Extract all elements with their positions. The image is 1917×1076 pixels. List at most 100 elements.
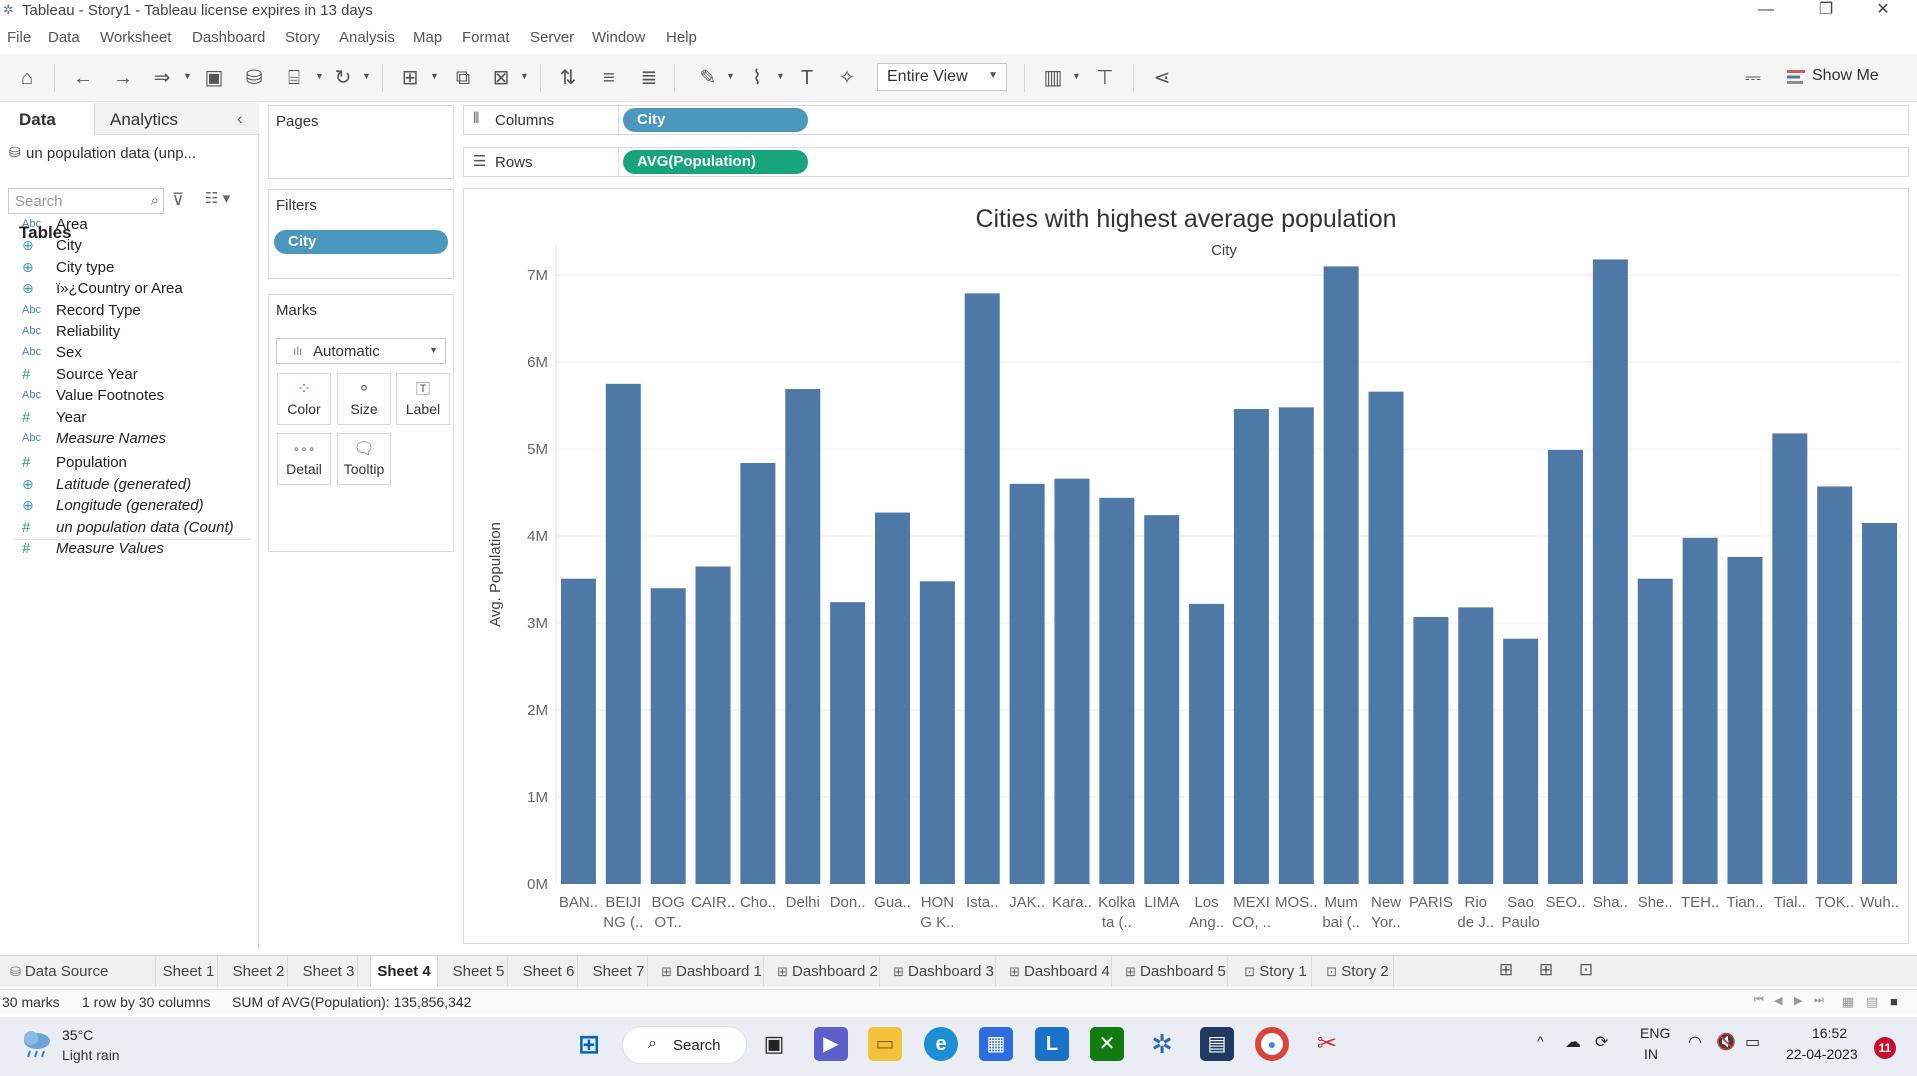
- detail-button[interactable]: ∘∘∘ Detail: [277, 433, 331, 485]
- chrome-icon[interactable]: ●: [1255, 1027, 1289, 1061]
- notification-badge[interactable]: 11: [1874, 1037, 1896, 1059]
- tooltip-button[interactable]: 🗨 Tooltip: [337, 433, 391, 485]
- weather-tray-icon[interactable]: ☁: [1565, 1034, 1581, 1051]
- language-eng[interactable]: ENG: [1640, 1025, 1671, 1041]
- prev-page-icon[interactable]: ◀: [1774, 995, 1783, 1007]
- clock-date[interactable]: 22-04-2023: [1786, 1046, 1858, 1062]
- view-options-icon[interactable]: ☷ ▾: [205, 190, 231, 207]
- tab-data[interactable]: Data: [19, 110, 56, 129]
- label-button[interactable]: 🅃 Label: [396, 373, 450, 425]
- clear-sheet-icon[interactable]: ⊠: [492, 67, 510, 89]
- tab-dashboard-4[interactable]: ⊞ Dashboard 4: [1008, 956, 1112, 987]
- marks-type-dropdown[interactable]: ılı Automatic ▼: [276, 338, 446, 364]
- edge-browser-icon[interactable]: e: [924, 1027, 958, 1061]
- undo-icon[interactable]: ←: [73, 67, 93, 89]
- field-item[interactable]: ⊕ Longitude (generated): [0, 496, 255, 518]
- menu-data[interactable]: Data: [48, 29, 80, 46]
- sort-ascending-icon[interactable]: ≡: [603, 67, 615, 89]
- show-cards-caret-icon[interactable]: ▼: [1072, 71, 1081, 81]
- menu-window[interactable]: Window: [592, 29, 646, 46]
- field-item[interactable]: Abc Reliability: [0, 322, 255, 344]
- menu-dashboard[interactable]: Dashboard: [192, 29, 266, 46]
- tab-sheet-4[interactable]: Sheet 4: [370, 956, 438, 987]
- restore-button[interactable]: ❐: [1818, 1, 1834, 18]
- first-page-icon[interactable]: ⏮: [1754, 994, 1764, 1006]
- field-item[interactable]: ⊕ Latitude (generated): [0, 475, 255, 497]
- color-button[interactable]: ⁘ Color: [277, 373, 331, 425]
- wifi-icon[interactable]: ◠: [1688, 1034, 1702, 1051]
- tab-data-source[interactable]: ⛁ Data Source: [8, 956, 156, 987]
- group-icon[interactable]: ⌇: [752, 67, 762, 89]
- mute-icon[interactable]: 🔇: [1716, 1034, 1736, 1051]
- sheet-sorter-icon[interactable]: ▦: [1842, 994, 1855, 1009]
- clock-time[interactable]: 16:52: [1812, 1025, 1848, 1041]
- filmstrip-icon[interactable]: ▤: [1866, 994, 1879, 1009]
- field-item[interactable]: Abc Sex: [0, 343, 255, 365]
- tab-sheet-6[interactable]: Sheet 6: [520, 956, 578, 987]
- menu-format[interactable]: Format: [462, 29, 510, 46]
- tab-sheet-2[interactable]: Sheet 2: [230, 956, 288, 987]
- columns-shelf[interactable]: ⫴ Columns City: [463, 105, 1909, 135]
- highlight-icon[interactable]: ✎: [699, 67, 717, 89]
- tab-sheet-5[interactable]: Sheet 5: [450, 956, 508, 987]
- menu-help[interactable]: Help: [666, 29, 697, 46]
- format-painter-icon[interactable]: ⎓: [1745, 67, 1761, 89]
- sync-icon[interactable]: ⟳: [1595, 1034, 1609, 1051]
- tab-story-1[interactable]: ⊡ Story 1: [1240, 956, 1312, 987]
- new-datasource-icon[interactable]: ⛁: [245, 67, 263, 89]
- new-story-icon[interactable]: ⊡: [1578, 960, 1594, 979]
- filters-card[interactable]: Filters City: [268, 189, 454, 279]
- replay-icon[interactable]: ⇒: [153, 67, 171, 89]
- tab-story-2[interactable]: ⊡ Story 2: [1322, 956, 1394, 987]
- fix-axes-icon[interactable]: ✧: [838, 67, 856, 89]
- size-button[interactable]: ⚬ Size: [337, 373, 391, 425]
- field-item[interactable]: # un population data (Count): [0, 518, 255, 540]
- show-labels-icon[interactable]: T: [800, 67, 814, 89]
- fit-dropdown[interactable]: Entire View ▼: [877, 63, 1007, 91]
- tab-sheet-7[interactable]: Sheet 7: [590, 956, 648, 987]
- swap-icon[interactable]: ⇅: [559, 67, 577, 89]
- clear-caret-icon[interactable]: ▼: [520, 71, 529, 81]
- collapse-pane-icon[interactable]: ‹: [237, 109, 243, 128]
- field-item[interactable]: # Measure Values: [0, 539, 255, 561]
- field-item[interactable]: ⊕ City type: [0, 258, 255, 280]
- save-icon[interactable]: ▣: [204, 67, 224, 89]
- taskbar-search[interactable]: ⌕ Search: [622, 1026, 747, 1064]
- tray-chevron-up-icon[interactable]: ^: [1537, 1033, 1544, 1049]
- tab-dashboard-2[interactable]: ⊞ Dashboard 2: [776, 956, 880, 987]
- pause-updates-icon[interactable]: ⌸: [288, 67, 300, 89]
- menu-map[interactable]: Map: [413, 29, 443, 46]
- field-item[interactable]: # Source Year: [0, 365, 255, 387]
- close-button[interactable]: ✕: [1876, 1, 1890, 18]
- snipping-tool-icon[interactable]: ✂: [1316, 1030, 1338, 1057]
- weather-description[interactable]: Light rain: [62, 1047, 120, 1063]
- tab-dashboard-1[interactable]: ⊞ Dashboard 1: [660, 956, 764, 987]
- presentation-mode-icon[interactable]: ⊤: [1096, 67, 1114, 89]
- menu-story[interactable]: Story: [285, 29, 321, 46]
- replay-caret-icon[interactable]: ▼: [183, 71, 192, 81]
- duplicate-icon[interactable]: ⧉: [455, 67, 471, 89]
- highlight-caret-icon[interactable]: ▼: [726, 71, 735, 81]
- datasource-name[interactable]: un population data (unp...: [26, 145, 197, 162]
- windows-start-icon[interactable]: ⊞: [578, 1029, 600, 1059]
- show-cards-icon[interactable]: ▥: [1043, 67, 1063, 89]
- minimize-button[interactable]: —: [1758, 1, 1774, 18]
- new-worksheet-icon[interactable]: ⊞: [1498, 960, 1514, 979]
- rain-cloud-icon[interactable]: [20, 1027, 54, 1059]
- field-item[interactable]: Abc Value Footnotes: [0, 386, 255, 408]
- redo-icon[interactable]: →: [113, 67, 133, 89]
- battery-icon[interactable]: ▭: [1745, 1034, 1761, 1051]
- tab-sheet-3[interactable]: Sheet 3: [300, 956, 358, 987]
- tab-dashboard-3[interactable]: ⊞ Dashboard 3: [892, 956, 996, 987]
- xbox-icon[interactable]: ✕: [1090, 1027, 1124, 1061]
- new-worksheet-caret-icon[interactable]: ▼: [430, 71, 439, 81]
- columns-pill-city[interactable]: City: [623, 108, 808, 132]
- rows-pill-avg-population[interactable]: AVG(Population): [623, 150, 808, 174]
- last-page-icon[interactable]: ⏭: [1814, 994, 1824, 1006]
- menu-worksheet[interactable]: Worksheet: [100, 29, 172, 46]
- menu-server[interactable]: Server: [530, 29, 575, 46]
- field-item[interactable]: ⊕ City: [0, 236, 255, 258]
- share-icon[interactable]: ⋖: [1153, 67, 1171, 89]
- tabs-view-icon[interactable]: ■: [1890, 994, 1898, 1009]
- pages-card[interactable]: Pages: [268, 105, 454, 179]
